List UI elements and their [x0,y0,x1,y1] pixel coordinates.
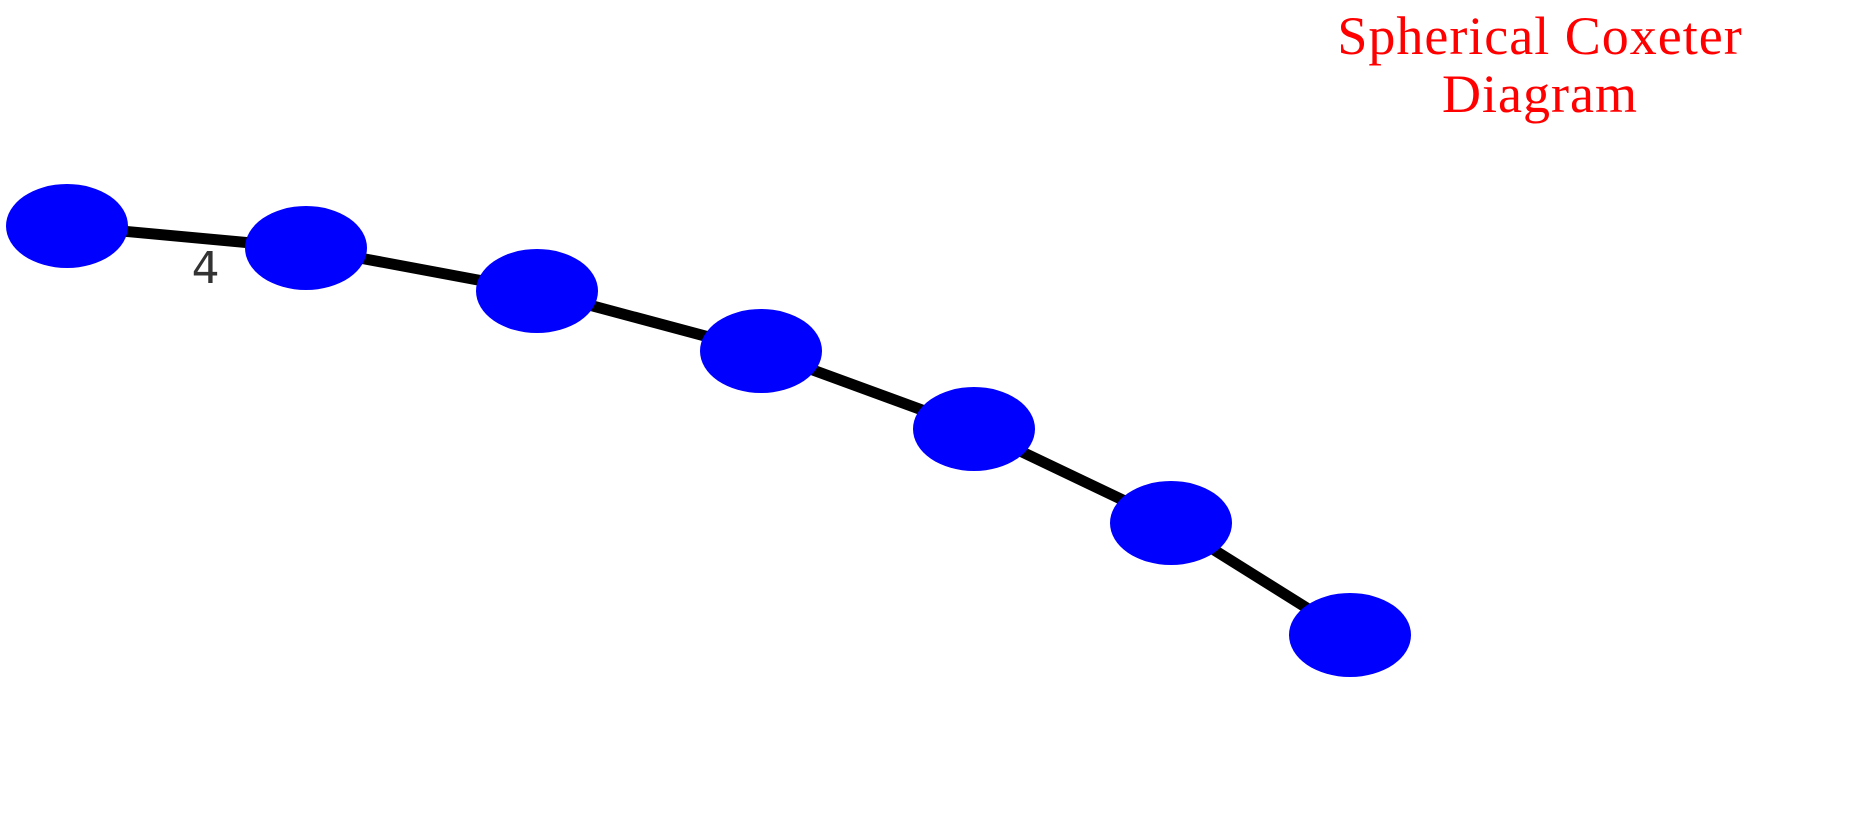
title-line-2: Diagram [1442,64,1638,124]
edge-labels-layer: 4 [192,243,220,294]
node-n1 [6,184,128,268]
node-n7 [1289,593,1411,677]
node-n6 [1110,481,1232,565]
node-n3 [476,249,598,333]
title-line-1: Spherical Coxeter [1337,6,1742,66]
nodes-layer [6,184,1411,677]
node-n4 [700,309,822,393]
node-n2 [245,206,367,290]
node-n5 [913,387,1035,471]
edges-layer [66,220,1353,640]
edge-label-n1-n2: 4 [192,243,220,294]
